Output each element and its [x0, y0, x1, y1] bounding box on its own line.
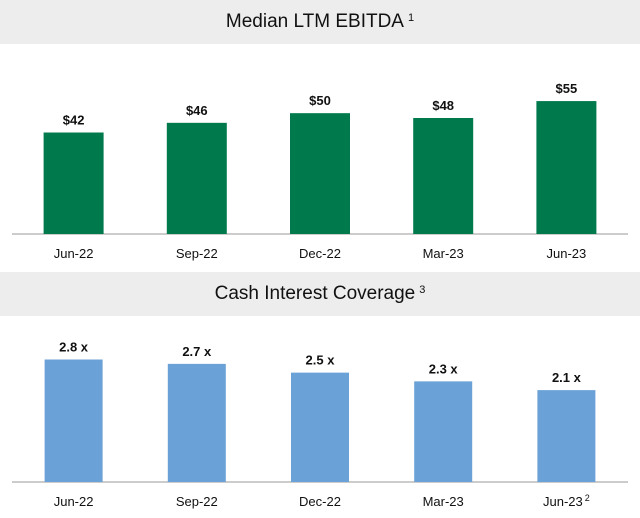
- x-tick-sep-22: Sep-22: [176, 494, 218, 509]
- data-label-dec-22: 2.5 x: [306, 353, 336, 368]
- ebitda-chart-title: Median LTM EBITDA: [225, 11, 404, 32]
- data-label-mar-23: $48: [432, 98, 454, 113]
- coverage-bar-chart: 2.8 x Jun-22 2.7 x Sep-22 2.5 x Dec-22 2.3 x Ma…: [12, 340, 628, 509]
- coverage-chart-header: Cash Interest Coverage 3: [0, 272, 640, 316]
- data-label-dec-22: $50: [309, 93, 331, 108]
- x-tick-mar-23: Mar-23: [423, 494, 464, 509]
- bar-sep-22: [166, 122, 227, 234]
- x-tick-mar-23: Mar-23: [423, 246, 464, 261]
- bar-jun-22: [44, 359, 103, 482]
- x-tick-jun-22: Jun-22: [54, 246, 94, 261]
- data-label-sep-22: $46: [186, 103, 208, 118]
- coverage-title-footnote: 3: [419, 284, 426, 296]
- bar-jun-22: [43, 132, 104, 234]
- ebitda-title-footnote: 1: [407, 12, 415, 24]
- bar-mar-23: [413, 118, 474, 234]
- ebitda-chart-header: Median LTM EBITDA 1: [0, 0, 640, 44]
- bar-dec-22: [291, 372, 349, 482]
- data-label-sep-22: 2.7 x: [182, 344, 212, 359]
- data-label-jun-23: $55: [556, 81, 578, 96]
- data-label-jun-23: 2.1 x: [552, 370, 582, 385]
- x-tick-jun-23: Jun-23: [547, 246, 587, 261]
- x-tick-jun-23: Jun-23 2: [543, 493, 590, 509]
- bar-jun-23: [536, 101, 597, 234]
- data-label-jun-22: 2.8 x: [59, 340, 89, 355]
- bar-mar-23: [414, 381, 473, 482]
- x-tick-jun-22: Jun-22: [54, 494, 94, 509]
- x-tick-sep-22: Sep-22: [176, 246, 218, 261]
- ebitda-bar-chart: $42 Jun-22 $46 Sep-22 $50 Dec-22 $48 Mar-23 $55 J…: [12, 81, 628, 261]
- x-tick-dec-22: Dec-22: [299, 494, 341, 509]
- coverage-chart-title: Cash Interest Coverage: [214, 283, 416, 304]
- bar-jun-23: [537, 390, 596, 482]
- x-tick-dec-22: Dec-22: [299, 246, 341, 261]
- bar-dec-22: [290, 113, 350, 234]
- bar-sep-22: [167, 363, 226, 482]
- data-label-jun-22: $42: [63, 113, 85, 128]
- data-label-mar-23: 2.3 x: [429, 361, 459, 376]
